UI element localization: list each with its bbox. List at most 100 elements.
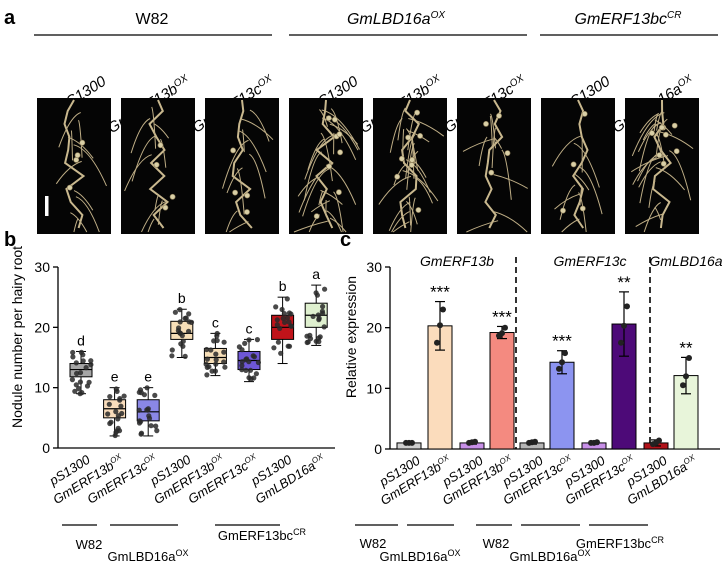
data-point bbox=[280, 315, 286, 321]
nodule bbox=[408, 162, 415, 168]
data-point bbox=[114, 428, 120, 434]
box-7: a bbox=[304, 266, 328, 346]
nodule bbox=[560, 207, 566, 214]
data-point bbox=[118, 403, 124, 409]
data-point bbox=[273, 304, 279, 310]
data-point bbox=[152, 392, 158, 398]
data-point bbox=[322, 286, 328, 292]
box-5: c bbox=[236, 320, 261, 383]
data-point bbox=[239, 363, 245, 369]
root-branch bbox=[559, 184, 576, 220]
panel-a: a W82 GmLBD16aOX GmERF13bcCR pS1300GmERF… bbox=[4, 7, 718, 234]
root-branch bbox=[655, 167, 685, 191]
bar-4 bbox=[519, 438, 545, 450]
y-tick-label: 20 bbox=[34, 319, 50, 335]
root-branch bbox=[648, 180, 656, 208]
c-group-label-2: W82 bbox=[483, 536, 510, 551]
root-branch bbox=[303, 151, 322, 201]
nodule bbox=[660, 160, 667, 167]
nodule bbox=[671, 122, 678, 129]
nodule bbox=[483, 121, 489, 127]
c-group-label-3: GmLBD16aOX bbox=[510, 548, 591, 564]
data-point bbox=[213, 351, 219, 357]
significance-letter: c bbox=[212, 314, 219, 330]
root-photo-2 bbox=[205, 98, 279, 234]
root-branch bbox=[638, 161, 661, 188]
nodule bbox=[74, 152, 81, 159]
root-branch bbox=[151, 106, 157, 149]
data-point bbox=[559, 359, 565, 366]
root-branch bbox=[58, 112, 81, 148]
data-point bbox=[271, 345, 277, 351]
data-point bbox=[119, 410, 125, 417]
root-branch bbox=[329, 217, 347, 233]
panel-c: c Relative expression GmERF13b GmERF13c … bbox=[340, 229, 723, 564]
box-4: c bbox=[203, 314, 228, 378]
data-point bbox=[680, 382, 686, 389]
root-branch bbox=[573, 173, 590, 191]
nodule bbox=[169, 193, 176, 200]
nodule bbox=[232, 189, 238, 196]
data-point bbox=[146, 413, 152, 419]
root-branch bbox=[397, 107, 406, 141]
data-point bbox=[176, 325, 182, 331]
bar-body bbox=[549, 361, 575, 450]
data-point bbox=[274, 322, 280, 328]
nodule bbox=[581, 111, 588, 117]
data-point bbox=[154, 428, 160, 434]
root-branch bbox=[55, 160, 82, 185]
significance-letter: b bbox=[279, 278, 287, 294]
root-branch bbox=[462, 138, 495, 152]
b-group-label-2-sup: CR bbox=[293, 527, 306, 537]
data-point bbox=[562, 350, 568, 357]
panel-b-letter: b bbox=[4, 229, 16, 251]
section-label-lbd16a: GmLBD16a bbox=[649, 253, 722, 269]
nodule bbox=[673, 148, 680, 155]
data-point bbox=[247, 367, 254, 373]
root-branch bbox=[319, 109, 328, 127]
box-0: d bbox=[69, 332, 94, 397]
root-branch bbox=[578, 192, 587, 233]
root-branch bbox=[307, 138, 325, 170]
root-main bbox=[231, 99, 253, 229]
data-point bbox=[275, 339, 281, 345]
data-point bbox=[105, 411, 111, 417]
data-point bbox=[313, 338, 319, 344]
data-point bbox=[254, 337, 260, 343]
root-branch bbox=[406, 143, 415, 190]
b-group-label-0-text: W82 bbox=[76, 537, 103, 552]
data-point bbox=[472, 438, 478, 445]
data-point bbox=[112, 432, 118, 439]
data-point bbox=[246, 375, 252, 381]
data-point bbox=[213, 357, 219, 363]
data-point bbox=[177, 319, 183, 325]
root-main bbox=[571, 99, 589, 229]
root-branch bbox=[326, 210, 342, 233]
b-group-label-2: GmERF13bcCR bbox=[218, 527, 307, 543]
data-point bbox=[73, 360, 79, 366]
root-branch bbox=[73, 144, 107, 187]
data-point bbox=[242, 340, 248, 346]
y-tick-label: 0 bbox=[374, 441, 382, 457]
data-point bbox=[502, 324, 508, 331]
data-point bbox=[279, 306, 285, 313]
nodule bbox=[325, 115, 332, 121]
data-point bbox=[70, 354, 76, 360]
data-point bbox=[618, 339, 624, 346]
data-point bbox=[182, 353, 188, 359]
data-point bbox=[153, 423, 159, 429]
panel-c-ylabel: Relative expression bbox=[343, 276, 359, 398]
nodule bbox=[570, 161, 577, 168]
panel-a-photos bbox=[37, 98, 699, 234]
nodule bbox=[663, 131, 669, 138]
data-point bbox=[177, 330, 184, 336]
root-main bbox=[315, 99, 336, 229]
root-branch bbox=[293, 220, 328, 233]
bar-9: ** bbox=[673, 338, 699, 450]
box-2: e bbox=[136, 369, 160, 437]
nodule bbox=[504, 150, 511, 156]
data-point bbox=[304, 339, 310, 346]
bar-7: ** bbox=[611, 273, 637, 450]
nodule bbox=[335, 189, 342, 196]
root-branch bbox=[229, 221, 249, 233]
